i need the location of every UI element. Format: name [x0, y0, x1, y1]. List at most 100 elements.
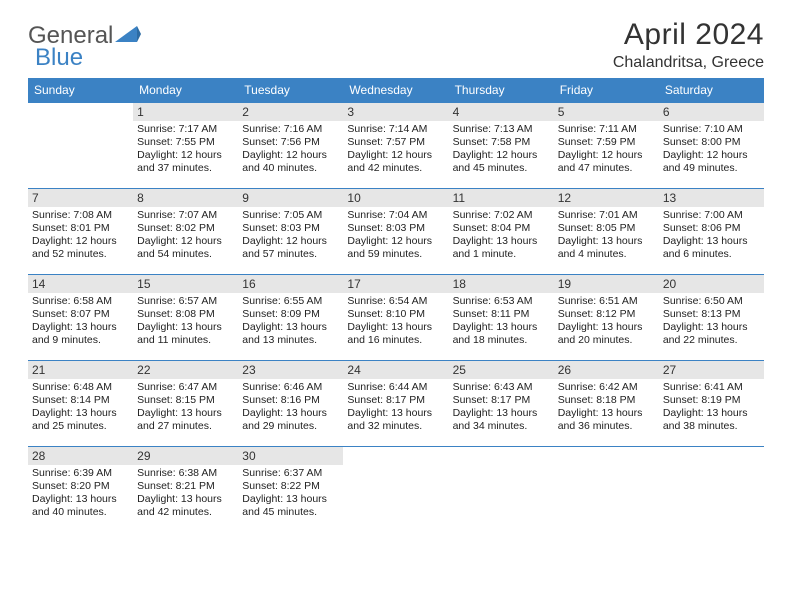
day-number: 13: [659, 189, 764, 207]
day-number: 8: [133, 189, 238, 207]
calendar-day-cell: 16Sunrise: 6:55 AMSunset: 8:09 PMDayligh…: [238, 275, 343, 361]
sunset-text: Sunset: 7:56 PM: [242, 136, 339, 149]
day-details: Sunrise: 6:39 AMSunset: 8:20 PMDaylight:…: [32, 467, 129, 520]
daylight-text: Daylight: 13 hours and 1 minute.: [453, 235, 550, 261]
day-details: Sunrise: 6:47 AMSunset: 8:15 PMDaylight:…: [137, 381, 234, 434]
sunrise-text: Sunrise: 6:55 AM: [242, 295, 339, 308]
calendar-day-cell: 4Sunrise: 7:13 AMSunset: 7:58 PMDaylight…: [449, 103, 554, 189]
calendar-day-cell: 8Sunrise: 7:07 AMSunset: 8:02 PMDaylight…: [133, 189, 238, 275]
daylight-text: Daylight: 13 hours and 34 minutes.: [453, 407, 550, 433]
sunrise-text: Sunrise: 7:11 AM: [558, 123, 655, 136]
sunrise-text: Sunrise: 7:04 AM: [347, 209, 444, 222]
sunrise-text: Sunrise: 7:00 AM: [663, 209, 760, 222]
weekday-header: Sunday: [28, 78, 133, 103]
day-number: 26: [554, 361, 659, 379]
day-details: Sunrise: 6:54 AMSunset: 8:10 PMDaylight:…: [347, 295, 444, 348]
sunset-text: Sunset: 8:21 PM: [137, 480, 234, 493]
calendar-day-cell: 1Sunrise: 7:17 AMSunset: 7:55 PMDaylight…: [133, 103, 238, 189]
day-number: 11: [449, 189, 554, 207]
day-details: Sunrise: 6:41 AMSunset: 8:19 PMDaylight:…: [663, 381, 760, 434]
sunrise-text: Sunrise: 7:01 AM: [558, 209, 655, 222]
sunset-text: Sunset: 8:12 PM: [558, 308, 655, 321]
day-number: 19: [554, 275, 659, 293]
weekday-header-row: Sunday Monday Tuesday Wednesday Thursday…: [28, 78, 764, 103]
sunrise-text: Sunrise: 7:17 AM: [137, 123, 234, 136]
calendar-day-cell: [343, 447, 448, 533]
day-details: Sunrise: 7:10 AMSunset: 8:00 PMDaylight:…: [663, 123, 760, 176]
day-details: Sunrise: 7:16 AMSunset: 7:56 PMDaylight:…: [242, 123, 339, 176]
calendar-week-row: 28Sunrise: 6:39 AMSunset: 8:20 PMDayligh…: [28, 447, 764, 533]
title-block: April 2024 Chalandritsa, Greece: [613, 18, 764, 72]
sunrise-text: Sunrise: 6:58 AM: [32, 295, 129, 308]
daylight-text: Daylight: 13 hours and 18 minutes.: [453, 321, 550, 347]
sunrise-text: Sunrise: 7:07 AM: [137, 209, 234, 222]
day-number: 9: [238, 189, 343, 207]
calendar-table: Sunday Monday Tuesday Wednesday Thursday…: [28, 78, 764, 533]
day-number: 25: [449, 361, 554, 379]
daylight-text: Daylight: 13 hours and 40 minutes.: [32, 493, 129, 519]
daylight-text: Daylight: 13 hours and 25 minutes.: [32, 407, 129, 433]
sunrise-text: Sunrise: 6:37 AM: [242, 467, 339, 480]
day-number: 21: [28, 361, 133, 379]
calendar-week-row: 1Sunrise: 7:17 AMSunset: 7:55 PMDaylight…: [28, 103, 764, 189]
sunset-text: Sunset: 8:05 PM: [558, 222, 655, 235]
daylight-text: Daylight: 12 hours and 37 minutes.: [137, 149, 234, 175]
calendar-day-cell: 23Sunrise: 6:46 AMSunset: 8:16 PMDayligh…: [238, 361, 343, 447]
day-number: 2: [238, 103, 343, 121]
calendar-day-cell: 6 Sunrise: 7:10 AMSunset: 8:00 PMDaylight…: [659, 103, 764, 189]
day-number: 22: [133, 361, 238, 379]
weekday-header: Tuesday: [238, 78, 343, 103]
day-details: Sunrise: 7:01 AMSunset: 8:05 PMDaylight:…: [558, 209, 655, 262]
day-details: Sunrise: 7:02 AMSunset: 8:04 PMDaylight:…: [453, 209, 550, 262]
calendar-day-cell: 14Sunrise: 6:58 AMSunset: 8:07 PMDayligh…: [28, 275, 133, 361]
calendar-day-cell: 3Sunrise: 7:14 AMSunset: 7:57 PMDaylight…: [343, 103, 448, 189]
sunset-text: Sunset: 8:20 PM: [32, 480, 129, 493]
daylight-text: Daylight: 12 hours and 40 minutes.: [242, 149, 339, 175]
day-number: 27: [659, 361, 764, 379]
day-details: Sunrise: 6:48 AMSunset: 8:14 PMDaylight:…: [32, 381, 129, 434]
day-number: 17: [343, 275, 448, 293]
daylight-text: Daylight: 13 hours and 9 minutes.: [32, 321, 129, 347]
calendar-day-cell: 12 Sunrise: 7:01 AMSunset: 8:05 PMDayligh…: [554, 189, 659, 275]
daylight-text: Daylight: 13 hours and 42 minutes.: [137, 493, 234, 519]
calendar-week-row: 21 Sunrise: 6:48 AMSunset: 8:14 PMDayligh…: [28, 361, 764, 447]
day-number: 7: [28, 189, 133, 207]
calendar-day-cell: 30 Sunrise: 6:37 AMSunset: 8:22 PMDayligh…: [238, 447, 343, 533]
day-number: 12: [554, 189, 659, 207]
calendar-day-cell: 25 Sunrise: 6:43 AMSunset: 8:17 PMDayligh…: [449, 361, 554, 447]
day-number: 29: [133, 447, 238, 465]
sunset-text: Sunset: 8:22 PM: [242, 480, 339, 493]
sunrise-text: Sunrise: 7:16 AM: [242, 123, 339, 136]
sunset-text: Sunset: 8:06 PM: [663, 222, 760, 235]
sunrise-text: Sunrise: 6:53 AM: [453, 295, 550, 308]
sunrise-text: Sunrise: 6:50 AM: [663, 295, 760, 308]
weekday-header: Friday: [554, 78, 659, 103]
day-number: 28: [28, 447, 133, 465]
day-details: Sunrise: 6:44 AMSunset: 8:17 PMDaylight:…: [347, 381, 444, 434]
sunset-text: Sunset: 8:17 PM: [347, 394, 444, 407]
sunset-text: Sunset: 8:09 PM: [242, 308, 339, 321]
day-details: Sunrise: 6:38 AMSunset: 8:21 PMDaylight:…: [137, 467, 234, 520]
calendar-week-row: 14Sunrise: 6:58 AMSunset: 8:07 PMDayligh…: [28, 275, 764, 361]
daylight-text: Daylight: 13 hours and 27 minutes.: [137, 407, 234, 433]
sunrise-text: Sunrise: 6:51 AM: [558, 295, 655, 308]
calendar-day-cell: 9Sunrise: 7:05 AMSunset: 8:03 PMDaylight…: [238, 189, 343, 275]
day-details: Sunrise: 6:43 AMSunset: 8:17 PMDaylight:…: [453, 381, 550, 434]
day-number: 18: [449, 275, 554, 293]
day-number: 30: [238, 447, 343, 465]
daylight-text: Daylight: 13 hours and 20 minutes.: [558, 321, 655, 347]
sunset-text: Sunset: 8:07 PM: [32, 308, 129, 321]
daylight-text: Daylight: 13 hours and 38 minutes.: [663, 407, 760, 433]
daylight-text: Daylight: 13 hours and 22 minutes.: [663, 321, 760, 347]
sunset-text: Sunset: 8:10 PM: [347, 308, 444, 321]
sunrise-text: Sunrise: 6:39 AM: [32, 467, 129, 480]
sunset-text: Sunset: 8:17 PM: [453, 394, 550, 407]
day-number: 6: [659, 103, 764, 121]
calendar-week-row: 7Sunrise: 7:08 AMSunset: 8:01 PMDaylight…: [28, 189, 764, 275]
daylight-text: Daylight: 13 hours and 45 minutes.: [242, 493, 339, 519]
calendar-day-cell: 29 Sunrise: 6:38 AMSunset: 8:21 PMDayligh…: [133, 447, 238, 533]
day-number: 10: [343, 189, 448, 207]
daylight-text: Daylight: 13 hours and 6 minutes.: [663, 235, 760, 261]
daylight-text: Daylight: 13 hours and 4 minutes.: [558, 235, 655, 261]
sunset-text: Sunset: 7:55 PM: [137, 136, 234, 149]
